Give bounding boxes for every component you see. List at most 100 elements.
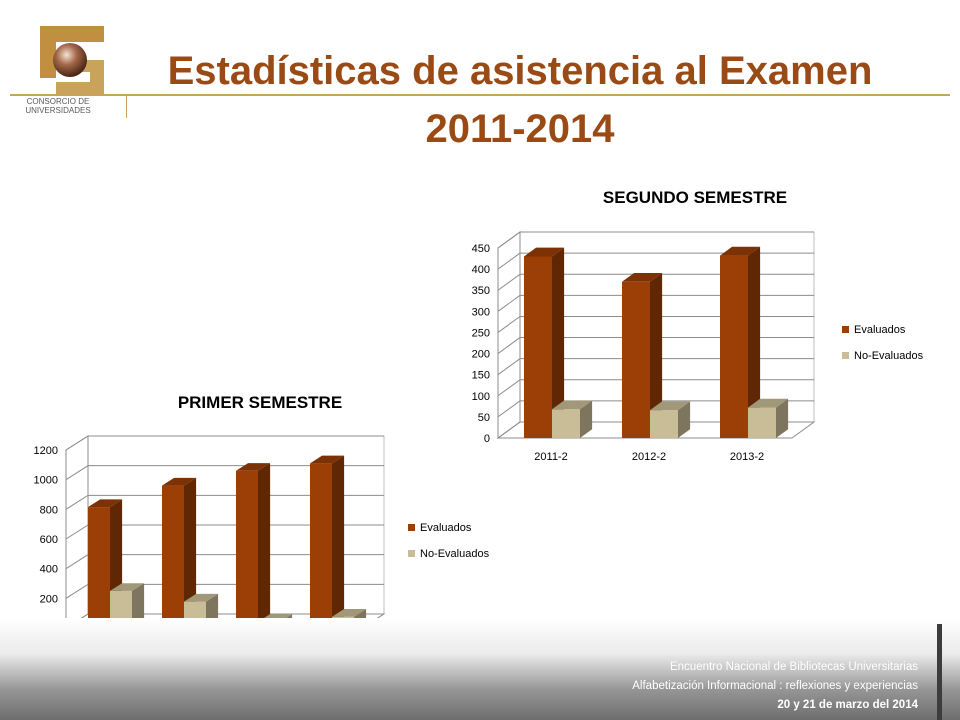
x-tick-label: 2012-2 [632,451,666,463]
gridline [497,315,814,333]
bar-side [580,400,593,438]
bar-front [748,407,776,438]
y-tick-label: 400 [40,564,58,576]
y-tick-label: 800 [40,504,58,516]
y-tick-label: 200 [472,349,490,361]
footer-edge [937,624,942,720]
bar-side [552,247,565,438]
footer-text: Encuentro Nacional de Bibliotecas Univer… [632,658,918,715]
y-tick-label: 200 [40,593,58,605]
bar-top [524,247,565,257]
bar-top [236,463,271,471]
bar-front [524,256,552,438]
bar-side [650,272,663,438]
bar-evaluados [524,247,565,438]
bar-side [776,398,789,438]
footer-subtitle: Alfabetización Informacional : reflexion… [632,680,918,692]
bar-top [310,455,345,464]
gridline [497,294,814,312]
bar-side [748,246,761,438]
bar-top [88,499,123,508]
legend-swatch [408,550,415,557]
gridline [497,252,814,270]
legend-label: Evaluados [854,324,906,336]
gridline [65,494,384,510]
gridline [497,337,814,354]
bar-top [622,272,663,282]
gridline [65,465,384,481]
header-rule [10,94,950,96]
bar-no-evaluados [650,401,691,438]
y-tick-label: 600 [40,534,58,546]
gridline [497,379,814,397]
bar-front [310,463,332,628]
legend-swatch [842,352,849,359]
bar-front [720,255,748,438]
y-tick-label: 1000 [34,475,58,487]
bar-evaluados [720,246,761,438]
bar-side [132,583,145,628]
y-tick-label: 350 [472,285,490,297]
chart-back-wall [519,231,815,423]
logo-text-line1: CONSORCIO DE [27,97,90,106]
bar-evaluados [162,477,197,628]
x-tick-label: 2013-2 [730,451,764,463]
bar-evaluados [236,463,271,628]
consorcio-logo: CONSORCIO DE UNIVERSIDADES [10,22,126,118]
y-tick-label: 100 [472,391,490,403]
header-rule-vertical [126,94,127,118]
bar-top [110,583,145,591]
bar-top [748,398,789,408]
x-tick-label: 2011-2 [534,451,567,463]
bar-front [650,410,678,438]
bar-side [678,401,691,438]
bar-top [332,609,367,617]
bar-front [88,507,110,628]
page-title: Estadísticas de asistencia al Examen 201… [130,42,910,158]
chart-primer-semestre: PRIMER SEMESTRE0200400600800100012002011… [0,384,520,658]
bar-top [650,401,691,411]
y-tick-label: 1200 [34,445,58,457]
legend-label: Evaluados [420,522,472,534]
y-tick-label: 300 [472,306,490,318]
y-tick-label: 250 [472,327,490,339]
bar-top [162,477,197,486]
bar-front [552,409,580,438]
bar-side [184,477,197,628]
bar-front [622,281,650,438]
logo-text-line2: UNIVERSIDADES [25,106,90,115]
chart-segundo-semestre: SEGUNDO SEMESTRE 0 50 100 150 200 250 300 350 400… [440,178,950,468]
legend-swatch [842,326,849,333]
gridline [65,435,384,451]
footer-date: 20 y 21 de marzo del 2014 [777,699,918,711]
chart-primer-svg: PRIMER SEMESTRE0200400600800100012002011… [34,393,490,653]
bar-no-evaluados [552,400,593,438]
bar-front [162,485,184,628]
bar-no-evaluados [748,398,789,438]
y-tick-label: 0 [484,433,490,445]
legend-swatch [408,524,415,531]
gridline [497,358,814,376]
bar-front [236,470,258,628]
title-line2: 2011-2014 [425,107,615,151]
bar-top [184,593,219,602]
chart-segundo-svg: SEGUNDO SEMESTRE 0 50 100 150 200 250 300 350 400… [472,188,924,463]
chart-title: PRIMER SEMESTRE [178,393,342,412]
gridline [497,400,814,418]
consorcio-logo-mark: CONSORCIO DE UNIVERSIDADES [25,26,104,115]
footer-event-name: Encuentro Nacional de Bibliotecas Univer… [669,661,918,673]
gridline [497,273,814,291]
chart-title: SEGUNDO SEMESTRE [603,188,787,207]
gridline [497,231,814,249]
title-line1: Estadísticas de asistencia al Examen [167,49,873,93]
bar-side [332,455,345,628]
legend-label: No-Evaluados [420,548,490,560]
bar-evaluados [310,455,345,628]
bar-side [258,463,271,628]
bar-top [552,400,593,410]
y-tick-label: 50 [478,412,490,424]
bar-evaluados [622,272,663,438]
legend-label: No-Evaluados [854,350,924,362]
y-tick-label: 150 [472,370,490,382]
gridline [497,421,814,439]
